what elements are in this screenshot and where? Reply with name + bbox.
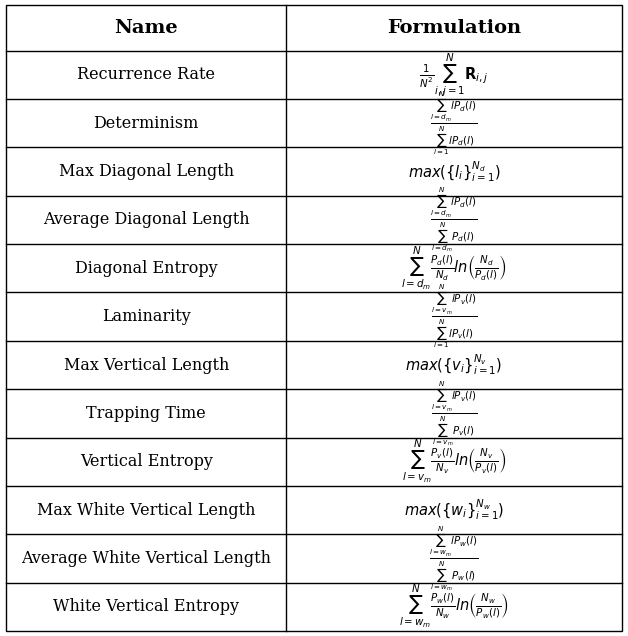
- Text: Recurrence Rate: Recurrence Rate: [77, 66, 215, 83]
- Text: Laminarity: Laminarity: [102, 308, 191, 325]
- Text: Max Vertical Length: Max Vertical Length: [63, 357, 229, 373]
- Text: $\sum_{l=v_m}^{N}\frac{P_v(l)}{N_v}ln\left(\frac{N_v}{P_v(l)}\right)$: $\sum_{l=v_m}^{N}\frac{P_v(l)}{N_v}ln\le…: [402, 438, 506, 485]
- Text: Determinism: Determinism: [94, 114, 199, 132]
- Text: $\frac{\sum_{l=v_m}^{N}lP_v(l)}{\sum_{l=1}^{N}lP_v(l)}$: $\frac{\sum_{l=v_m}^{N}lP_v(l)}{\sum_{l=…: [431, 283, 477, 350]
- Text: $\frac{\sum_{l=d_m}^{N}lP_d(l)}{\sum_{l=1}^{N}lP_d(l)}$: $\frac{\sum_{l=d_m}^{N}lP_d(l)}{\sum_{l=…: [430, 90, 477, 157]
- Text: White Vertical Entropy: White Vertical Entropy: [53, 598, 239, 615]
- Text: Average White Vertical Length: Average White Vertical Length: [21, 550, 271, 567]
- Text: $\frac{\sum_{l=d_m}^{N}lP_d(l)}{\sum_{l=d_m}^{N}P_d(l)}$: $\frac{\sum_{l=d_m}^{N}lP_d(l)}{\sum_{l=…: [430, 186, 477, 254]
- Text: Formulation: Formulation: [387, 19, 521, 37]
- Text: $max(\{v_i\}_{i=1}^{N_v})$: $max(\{v_i\}_{i=1}^{N_v})$: [406, 353, 502, 377]
- Text: Trapping Time: Trapping Time: [87, 405, 206, 422]
- Text: Max White Vertical Length: Max White Vertical Length: [37, 502, 256, 518]
- Text: $\sum_{l=w_m}^{N}\frac{P_w(l)}{N_w}ln\left(\frac{N_w}{P_w(l)}\right)$: $\sum_{l=w_m}^{N}\frac{P_w(l)}{N_w}ln\le…: [399, 583, 509, 630]
- Text: Vertical Entropy: Vertical Entropy: [80, 453, 213, 470]
- Text: $max(\{l_i\}_{i=1}^{N_d})$: $max(\{l_i\}_{i=1}^{N_d})$: [408, 160, 501, 184]
- Text: Max Diagonal Length: Max Diagonal Length: [59, 163, 234, 180]
- Text: $\frac{\sum_{l=v_m}^{N}lP_v(l)}{\sum_{l=v_m}^{N}P_v(l)}$: $\frac{\sum_{l=v_m}^{N}lP_v(l)}{\sum_{l=…: [431, 379, 477, 448]
- Text: $max(\{w_i\}_{i=1}^{N_w})$: $max(\{w_i\}_{i=1}^{N_w})$: [404, 498, 504, 522]
- Text: Average Diagonal Length: Average Diagonal Length: [43, 212, 249, 228]
- Text: Diagonal Entropy: Diagonal Entropy: [75, 260, 218, 277]
- Text: $\frac{\sum_{l=w_m}^{N}lP_w(l)}{\sum_{l=w_m}^{N}P_w(l)}$: $\frac{\sum_{l=w_m}^{N}lP_w(l)}{\sum_{l=…: [429, 524, 479, 593]
- Text: Name: Name: [114, 19, 178, 37]
- Text: $\sum_{l=d_m}^{N}\frac{P_d(l)}{N_d}ln\left(\frac{N_d}{P_d(l)}\right)$: $\sum_{l=d_m}^{N}\frac{P_d(l)}{N_d}ln\le…: [401, 245, 507, 292]
- Text: $\frac{1}{N^2}\sum_{i,j=1}^{N}\mathbf{R}_{i,j}$: $\frac{1}{N^2}\sum_{i,j=1}^{N}\mathbf{R}…: [420, 52, 489, 99]
